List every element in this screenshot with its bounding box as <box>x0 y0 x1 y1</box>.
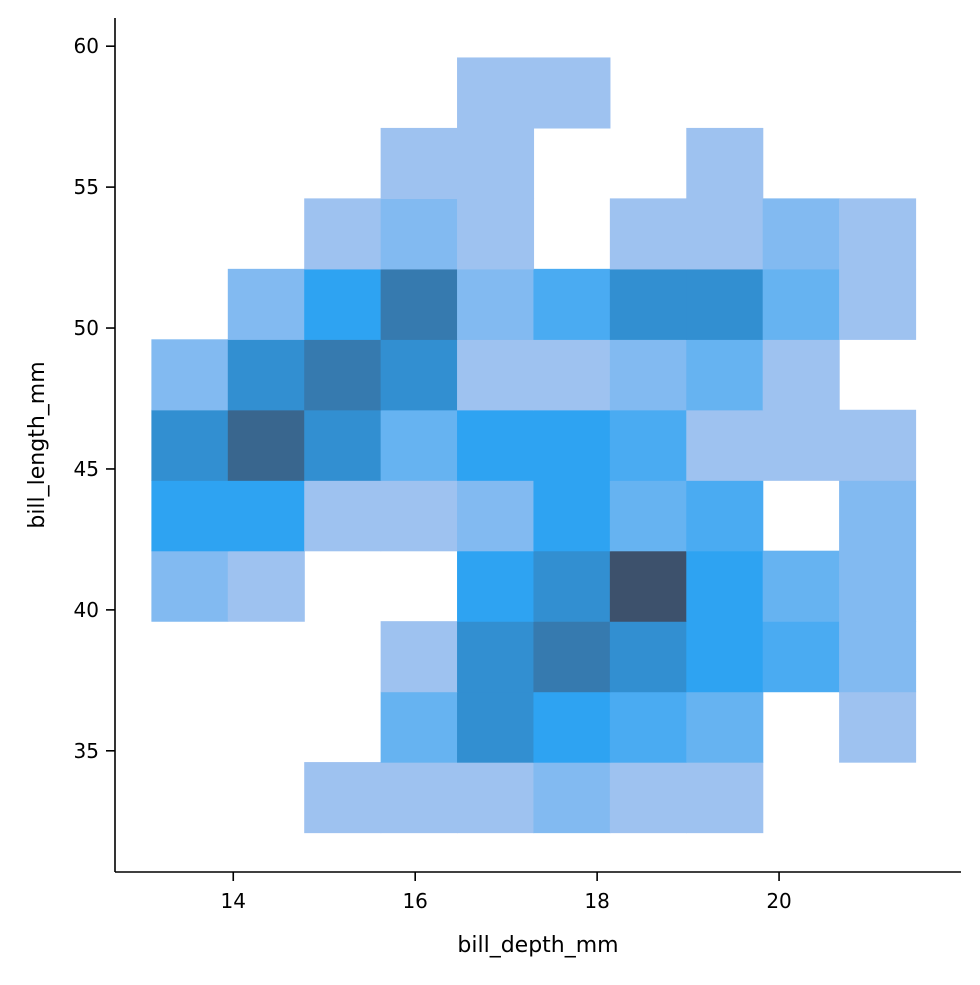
heatmap-cell <box>609 268 687 340</box>
heatmap-cell <box>457 268 535 340</box>
heatmap-cell <box>380 339 458 411</box>
heatmap-cell <box>380 480 458 552</box>
heatmap-cell <box>686 480 764 552</box>
heatmap-cell <box>304 480 382 552</box>
axes <box>114 18 961 873</box>
heatmap-cell <box>304 409 382 481</box>
heatmap-cell <box>686 550 764 622</box>
heatmap-cell <box>609 550 687 622</box>
heatmap-cell <box>380 268 458 340</box>
y-axis-label: bill_length_mm <box>25 361 50 528</box>
heatmap-cell <box>839 691 917 763</box>
heatmap-cell <box>609 480 687 552</box>
heatmap-cell <box>762 198 840 270</box>
x-tick-label: 14 <box>221 889 246 913</box>
heatmap-cell <box>839 268 917 340</box>
heatmap-cell <box>839 480 917 552</box>
y-tick-label: 40 <box>74 598 99 622</box>
heatmap-cell <box>609 198 687 270</box>
heatmap-cell <box>533 691 611 763</box>
heatmap-cell <box>533 762 611 834</box>
heatmap-cell <box>304 339 382 411</box>
heatmap-cell <box>457 480 535 552</box>
heatmap-cells <box>151 57 917 834</box>
heatmap-cell <box>457 409 535 481</box>
heatmap-cell <box>457 621 535 693</box>
y-tick-label: 55 <box>74 175 99 199</box>
heatmap-cell <box>380 409 458 481</box>
heatmap-cell <box>609 762 687 834</box>
heatmap-cell <box>762 621 840 693</box>
heatmap-cell <box>533 621 611 693</box>
x-tick-label: 20 <box>766 889 791 913</box>
heatmap-cell <box>457 198 535 270</box>
y-tick-label: 35 <box>74 739 99 763</box>
heatmap-cell <box>457 762 535 834</box>
heatmap-cell <box>762 339 840 411</box>
y-tick-label: 60 <box>74 34 99 58</box>
heatmap-cell <box>686 198 764 270</box>
heatmap-cell <box>304 762 382 834</box>
heatmap-cell <box>304 268 382 340</box>
heatmap-cell <box>762 268 840 340</box>
heatmap-cell <box>686 268 764 340</box>
heatmap-cell <box>227 409 305 481</box>
ticks: 14 16 18 20 35 40 45 50 55 60 <box>74 34 792 913</box>
heatmap-cell <box>533 409 611 481</box>
heatmap-cell <box>151 409 229 481</box>
heatmap-cell <box>151 550 229 622</box>
x-tick-label: 18 <box>584 889 609 913</box>
heatmap-cell <box>762 409 840 481</box>
heatmap-cell <box>380 762 458 834</box>
heatmap-cell <box>609 621 687 693</box>
heatmap-cell <box>686 339 764 411</box>
heatmap-cell <box>227 480 305 552</box>
heatmap-cell <box>380 198 458 270</box>
heatmap-cell <box>533 268 611 340</box>
heatmap-cell <box>686 127 764 199</box>
heatmap-cell <box>686 621 764 693</box>
heatmap-cell <box>380 691 458 763</box>
heatmap-cell <box>686 409 764 481</box>
heatmap-cell <box>227 339 305 411</box>
heatmap-cell <box>457 550 535 622</box>
y-tick-label: 45 <box>74 457 99 481</box>
heatmap-cell <box>609 409 687 481</box>
heatmap-cell <box>839 198 917 270</box>
heatmap-cell <box>227 550 305 622</box>
heatmap-cell <box>457 339 535 411</box>
heatmap-cell <box>227 268 305 340</box>
heatmap-cell <box>609 339 687 411</box>
heatmap-cell <box>762 550 840 622</box>
heatmap-cell <box>457 127 535 199</box>
heatmap-cell <box>533 550 611 622</box>
heatmap-cell <box>457 691 535 763</box>
heatmap-cell <box>533 57 611 129</box>
heatmap-cell <box>686 762 764 834</box>
heatmap-cell <box>533 339 611 411</box>
heatmap-cell <box>457 57 535 129</box>
x-axis-label: bill_depth_mm <box>457 933 618 958</box>
heatmap-cell <box>304 198 382 270</box>
heatmap-cell <box>839 409 917 481</box>
y-tick-label: 50 <box>74 316 99 340</box>
heatmap-cell <box>151 480 229 552</box>
heatmap-cell <box>380 621 458 693</box>
heatmap-cell <box>533 480 611 552</box>
heatmap-cell <box>609 691 687 763</box>
heatmap-cell <box>839 550 917 622</box>
heatmap-cell <box>380 127 458 199</box>
heatmap-cell <box>839 621 917 693</box>
x-tick-label: 16 <box>402 889 427 913</box>
heatmap-cell <box>686 691 764 763</box>
heatmap-cell <box>151 339 229 411</box>
